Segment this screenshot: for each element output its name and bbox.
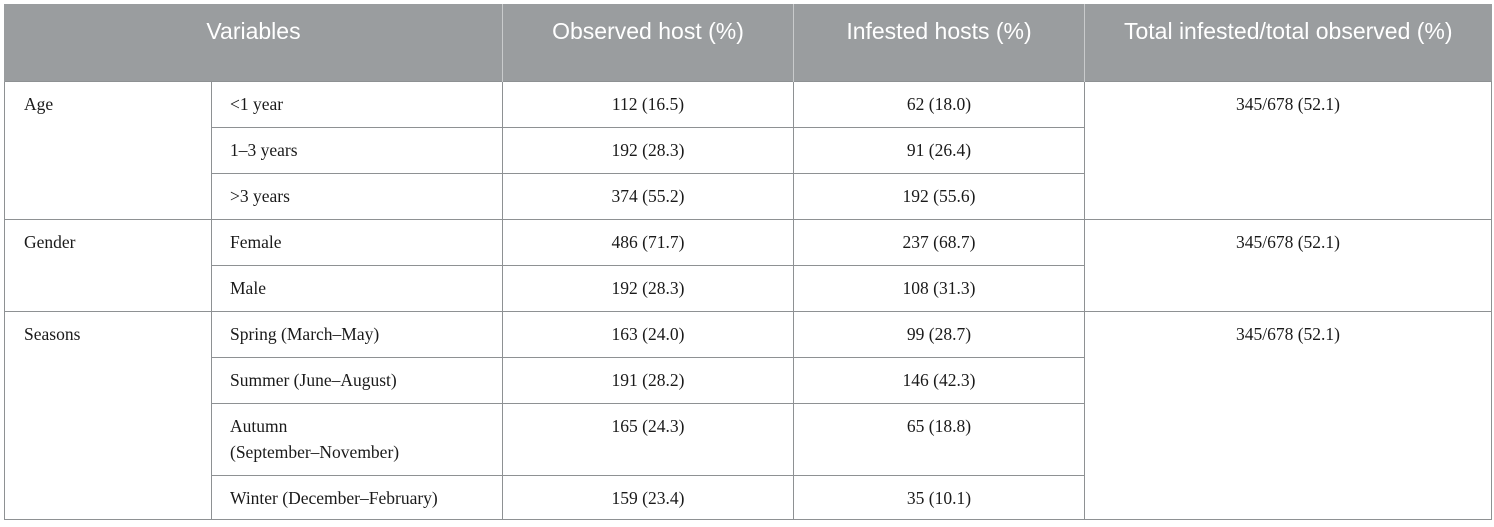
data-table: Variables Observed host (%) Infested hos… bbox=[4, 4, 1492, 520]
infested-cell: 192 (55.6) bbox=[793, 172, 1085, 220]
total-cell-gender: 345/678 (52.1) bbox=[1084, 218, 1492, 312]
table-row: Winter (December–February) 159 (23.4) 35… bbox=[5, 474, 1492, 520]
observed-cell: 165 (24.3) bbox=[502, 402, 794, 476]
table-row: Male 192 (28.3) 108 (31.3) bbox=[5, 264, 1492, 312]
observed-cell: 486 (71.7) bbox=[502, 218, 794, 266]
group-label-seasons: Seasons bbox=[4, 310, 212, 520]
header-total: Total infested/total observed (%) bbox=[1084, 4, 1492, 81]
observed-cell: 163 (24.0) bbox=[502, 310, 794, 358]
category-cell: Winter (December–February) bbox=[211, 474, 503, 520]
category-cell: >3 years bbox=[211, 172, 503, 220]
group-label-age: Age bbox=[4, 80, 212, 220]
table-row: Autumn (September–November) 165 (24.3) 6… bbox=[5, 402, 1492, 476]
infested-cell: 91 (26.4) bbox=[793, 126, 1085, 174]
infested-cell: 237 (68.7) bbox=[793, 218, 1085, 266]
infested-cell: 146 (42.3) bbox=[793, 356, 1085, 404]
table-row: Gender Female 486 (71.7) 237 (68.7) 345/… bbox=[4, 218, 1492, 312]
category-line: Autumn bbox=[230, 415, 288, 436]
infested-cell: 65 (18.8) bbox=[793, 402, 1085, 476]
table-row: Summer (June–August) 191 (28.2) 146 (42.… bbox=[5, 356, 1492, 404]
infested-cell: 108 (31.3) bbox=[793, 264, 1085, 312]
infested-cell: 35 (10.1) bbox=[793, 474, 1085, 520]
observed-cell: 159 (23.4) bbox=[502, 474, 794, 520]
infested-cell: 99 (28.7) bbox=[793, 310, 1085, 358]
table-row: Seasons Spring (March–May) 163 (24.0) 99… bbox=[4, 310, 1492, 520]
category-cell: Female bbox=[211, 218, 503, 266]
table-row: 1–3 years 192 (28.3) 91 (26.4) bbox=[5, 126, 1492, 174]
total-cell-seasons: 345/678 (52.1) bbox=[1084, 310, 1492, 520]
header-row: Variables Observed host (%) Infested hos… bbox=[4, 4, 1492, 81]
observed-cell: 112 (16.5) bbox=[502, 80, 794, 128]
observed-cell: 192 (28.3) bbox=[502, 264, 794, 312]
table-row: >3 years 374 (55.2) 192 (55.6) bbox=[5, 172, 1492, 220]
category-cell: Spring (March–May) bbox=[211, 310, 503, 358]
table-row: Age <1 year 112 (16.5) 62 (18.0) 345/678… bbox=[4, 80, 1492, 220]
group-label-gender: Gender bbox=[4, 218, 212, 312]
category-cell: Summer (June–August) bbox=[211, 356, 503, 404]
header-observed: Observed host (%) bbox=[502, 4, 794, 81]
header-infested: Infested hosts (%) bbox=[793, 4, 1085, 81]
observed-cell: 191 (28.2) bbox=[502, 356, 794, 404]
category-cell: 1–3 years bbox=[211, 126, 503, 174]
header-variables: Variables bbox=[4, 4, 503, 81]
category-cell: <1 year bbox=[211, 80, 503, 128]
infested-cell: 62 (18.0) bbox=[793, 80, 1085, 128]
category-line: (September–November) bbox=[230, 441, 400, 462]
total-cell-age: 345/678 (52.1) bbox=[1084, 80, 1492, 220]
category-cell: Male bbox=[211, 264, 503, 312]
category-cell: Autumn (September–November) bbox=[211, 402, 503, 476]
observed-cell: 374 (55.2) bbox=[502, 172, 794, 220]
observed-cell: 192 (28.3) bbox=[502, 126, 794, 174]
